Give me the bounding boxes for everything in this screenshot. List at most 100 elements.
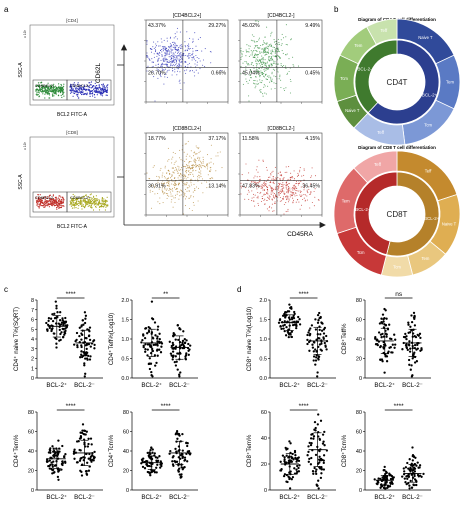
- event-dot: [263, 42, 265, 44]
- event-dot: [172, 167, 174, 169]
- sunburst-inner-segment: [367, 39, 440, 125]
- data-point: [294, 453, 297, 457]
- event-dot: [40, 89, 42, 91]
- event-dot: [61, 196, 63, 198]
- event-dot: [264, 92, 266, 94]
- event-dot: [187, 47, 189, 50]
- event-dot: [206, 164, 208, 166]
- event-dot: [270, 173, 272, 175]
- event-dot: [168, 69, 170, 71]
- data-point: [58, 447, 61, 450]
- data-point: [324, 344, 327, 347]
- event-dot: [46, 201, 48, 204]
- event-dot: [61, 96, 63, 98]
- quadrant-frame: [145, 132, 229, 216]
- event-dot: [245, 55, 247, 57]
- event-dot: [185, 54, 187, 57]
- event-dot: [291, 186, 294, 189]
- event-dot: [193, 58, 195, 60]
- event-dot: [272, 178, 274, 180]
- event-dot: [73, 197, 75, 199]
- event-dot: [98, 91, 100, 93]
- event-dot: [56, 197, 58, 199]
- event-dot: [175, 36, 177, 38]
- data-point: [412, 483, 416, 487]
- data-point: [314, 453, 318, 457]
- data-point: [57, 478, 60, 481]
- event-dot: [178, 54, 180, 56]
- event-dot: [146, 70, 148, 72]
- event-dot: [273, 197, 276, 199]
- sunburst-outer-label: Tcm: [424, 122, 432, 127]
- event-dot: [256, 182, 259, 184]
- event-dot: [102, 83, 104, 85]
- data-point: [318, 437, 321, 441]
- event-dot: [50, 202, 52, 204]
- event-dot: [249, 183, 251, 185]
- event-dot: [55, 93, 57, 95]
- data-point: [85, 351, 88, 354]
- event-dot: [269, 185, 271, 187]
- event-dot: [95, 88, 98, 90]
- event-dot: [88, 199, 90, 201]
- event-dot: [90, 205, 92, 207]
- data-point: [320, 329, 324, 332]
- event-dot: [269, 205, 271, 207]
- event-dot: [288, 183, 290, 185]
- event-dot: [256, 197, 258, 199]
- data-point: [416, 347, 419, 350]
- event-dot: [198, 171, 200, 173]
- event-dot: [264, 198, 266, 200]
- data-point: [156, 337, 159, 340]
- event-dot: [283, 89, 286, 92]
- data-point: [153, 469, 156, 473]
- data-point: [80, 350, 83, 353]
- event-dot: [184, 61, 186, 63]
- event-dot: [190, 182, 192, 184]
- event-dot: [260, 187, 262, 190]
- event-dot: [39, 199, 41, 201]
- event-dot: [192, 164, 195, 166]
- event-dot: [169, 52, 171, 54]
- event-dot: [38, 200, 40, 202]
- event-dot: [271, 31, 273, 33]
- data-point: [182, 343, 185, 346]
- event-dot: [166, 52, 168, 54]
- event-dot: [43, 201, 45, 203]
- data-point: [178, 467, 181, 470]
- event-dot: [309, 207, 311, 209]
- data-point: [316, 423, 319, 426]
- event-dot: [242, 83, 244, 85]
- event-dot: [186, 190, 188, 192]
- data-point: [45, 459, 49, 463]
- event-dot: [278, 42, 280, 44]
- data-point: [320, 472, 323, 475]
- event-dot: [275, 179, 277, 181]
- event-dot: [164, 165, 166, 167]
- event-dot: [278, 192, 280, 194]
- event-dot: [89, 203, 91, 205]
- sunburst-inner-label: BCL-2+: [424, 216, 440, 221]
- event-dot: [175, 160, 177, 162]
- event-dot: [303, 168, 305, 170]
- event-dot: [285, 196, 287, 198]
- event-dot: [197, 200, 199, 202]
- data-point: [322, 461, 325, 465]
- data-point: [323, 341, 326, 345]
- data-point: [416, 333, 419, 337]
- y-tick-label: 60: [356, 430, 362, 436]
- data-point: [178, 434, 181, 437]
- event-dot: [45, 200, 47, 202]
- event-dot: [264, 54, 266, 56]
- data-point: [279, 325, 282, 328]
- event-dot: [273, 69, 276, 71]
- data-point: [54, 300, 57, 303]
- event-dot: [171, 158, 173, 160]
- event-dot: [82, 93, 84, 96]
- event-dot: [89, 93, 91, 95]
- data-point: [77, 440, 80, 443]
- event-dot: [192, 155, 195, 157]
- data-point: [413, 335, 416, 338]
- data-point: [156, 354, 159, 357]
- event-dot: [183, 165, 185, 168]
